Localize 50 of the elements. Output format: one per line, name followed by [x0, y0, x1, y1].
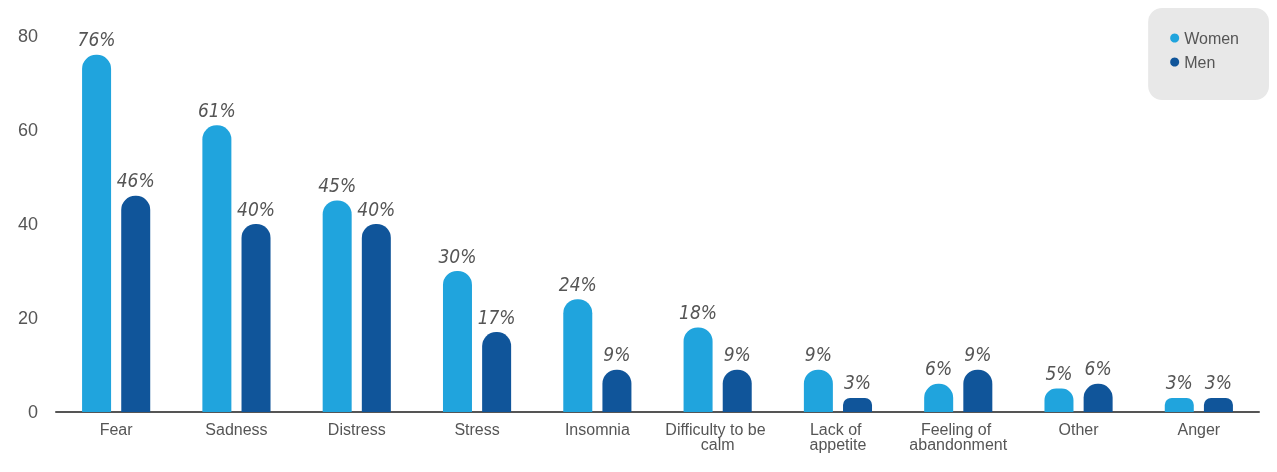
data-label: 6%: [1084, 357, 1112, 380]
x-tick-label: Feeling of abandonment: [909, 421, 1008, 453]
x-tick-label: Fear: [99, 421, 134, 438]
bar: [202, 125, 232, 412]
x-tick-label: Insomnia: [564, 421, 630, 438]
bar: [683, 327, 713, 412]
data-label: 24%: [558, 272, 597, 295]
data-label: 9%: [804, 343, 832, 366]
x-tick-label: Stress: [454, 421, 500, 438]
x-tick-label: Sadness: [205, 421, 268, 438]
data-label: 5%: [1045, 362, 1073, 384]
bar: [82, 54, 112, 412]
x-tick-label: Lack of appetite: [809, 421, 867, 453]
y-tick-label: 80: [17, 26, 38, 46]
y-tick-label: 0: [27, 402, 38, 422]
data-label: 61%: [197, 98, 236, 121]
data-label: 3%: [1204, 371, 1232, 394]
data-label: 3%: [843, 371, 872, 394]
legend-label: Women: [1184, 29, 1240, 47]
y-tick-label: 40: [17, 214, 38, 234]
data-label: 46%: [116, 169, 155, 192]
data-label: 30%: [438, 244, 477, 267]
data-label: 9%: [603, 343, 631, 366]
legend-label: Men: [1184, 53, 1216, 71]
data-label: 76%: [77, 28, 116, 51]
bar: [843, 397, 873, 412]
data-label: 18%: [679, 300, 718, 323]
bar: [1203, 397, 1233, 412]
bar: [442, 271, 472, 412]
data-label: 40%: [237, 197, 276, 220]
y-tick-label: 20: [17, 308, 38, 328]
data-label: 9%: [964, 343, 992, 366]
bar: [482, 332, 512, 412]
data-label: 6%: [925, 357, 953, 380]
data-label: 9%: [723, 343, 751, 366]
data-label: 17%: [477, 305, 516, 328]
x-tick-label: Difficulty to be calm: [665, 421, 770, 453]
bar: [121, 195, 151, 412]
y-tick-label: 60: [17, 120, 38, 140]
bar: [361, 224, 391, 412]
x-tick-label: Distress: [327, 421, 386, 438]
bar: [241, 224, 271, 412]
bar: [322, 200, 352, 412]
x-tick-label: Anger: [1177, 421, 1221, 438]
data-label: 45%: [318, 174, 357, 196]
bar: [1164, 397, 1194, 412]
data-label: 3%: [1165, 371, 1193, 394]
x-tick-label: Other: [1058, 421, 1100, 438]
data-label: 40%: [357, 197, 396, 220]
bar: [563, 299, 593, 412]
